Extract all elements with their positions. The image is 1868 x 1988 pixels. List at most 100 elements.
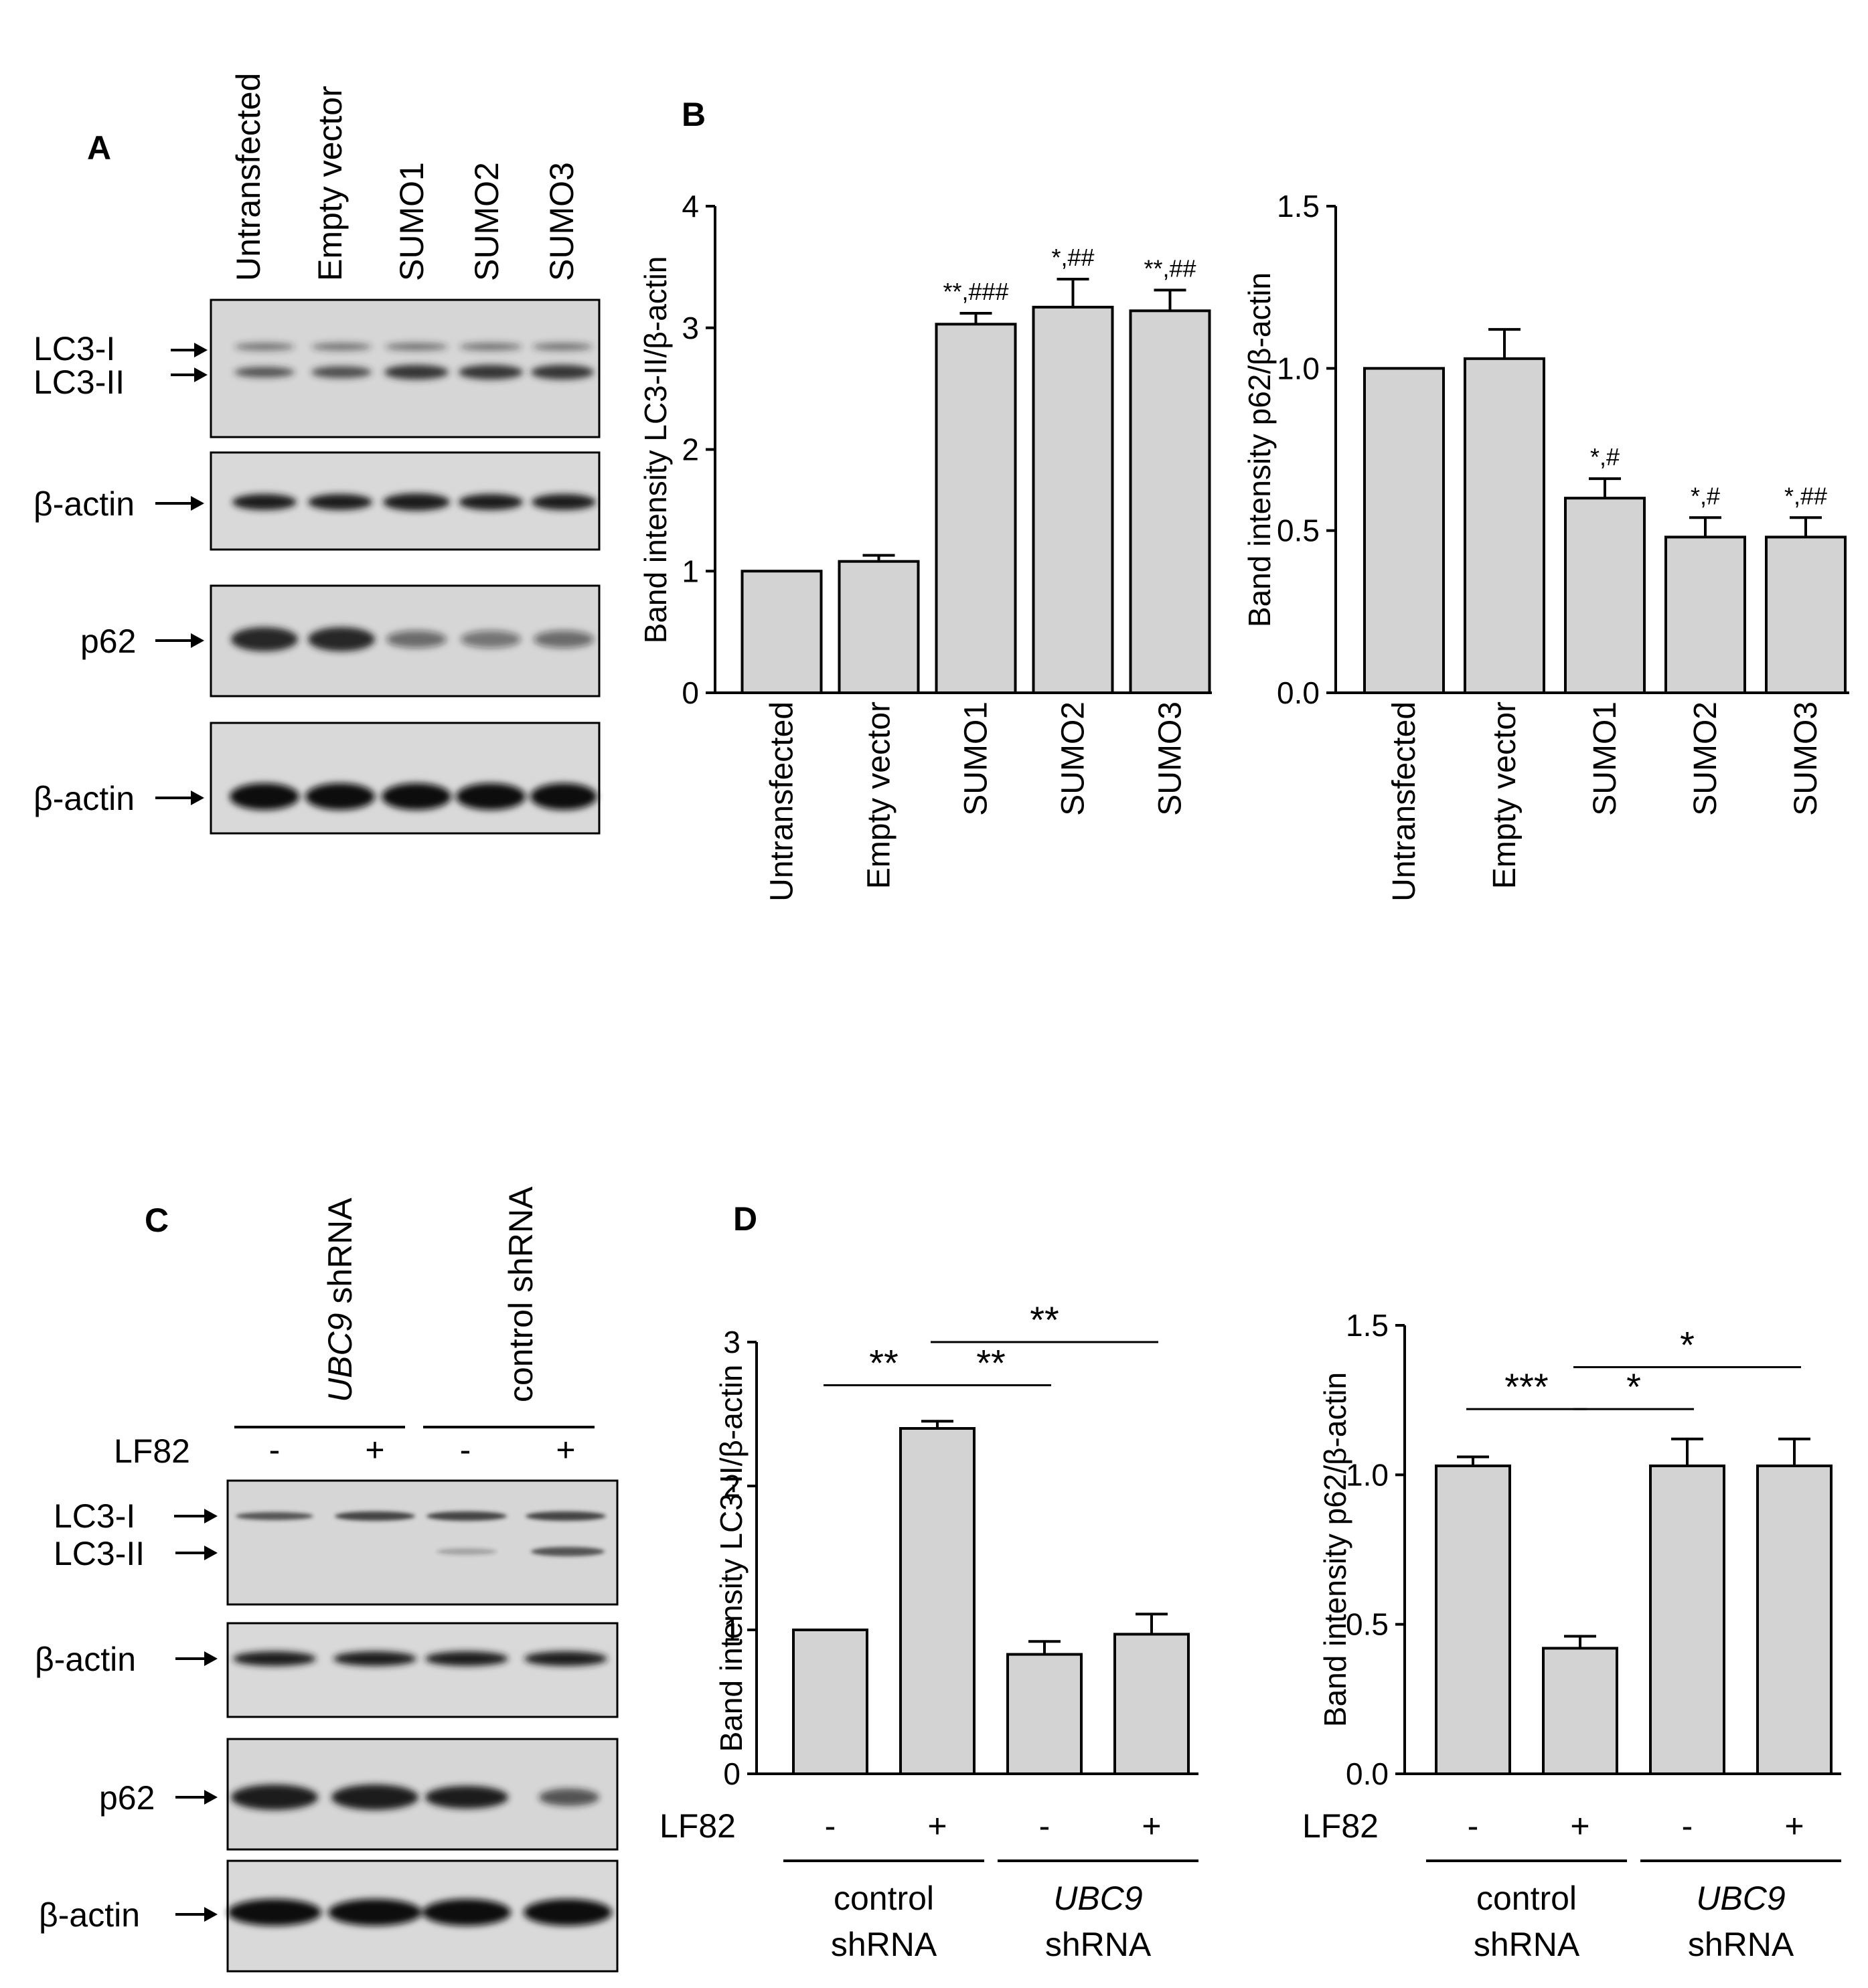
y-tick-label: 0: [682, 675, 699, 710]
bar: [899, 1427, 976, 1775]
blot-c-label-actin-1: β-actin: [35, 1641, 136, 1678]
bar: [935, 323, 1017, 694]
lf82-label: LF82: [1302, 1807, 1379, 1845]
y-axis-title: Band intensity p62/β-actin: [1242, 272, 1277, 627]
x-tick-label: Untransfected: [1387, 701, 1422, 902]
y-tick-label: 1: [682, 554, 699, 588]
y-tick-label: 0.5: [1277, 513, 1320, 548]
significance-label: *: [1626, 1365, 1641, 1408]
x-tick-label: +: [1570, 1807, 1589, 1845]
bar: [1006, 1653, 1083, 1776]
group-label-line2: shRNA: [1688, 1926, 1794, 1963]
panel-label-c: C: [145, 1202, 169, 1239]
y-tick-label: 3: [682, 311, 699, 345]
significance-label: **: [869, 1342, 899, 1384]
blot-c-strip-lc3: [226, 1479, 619, 1606]
arrow-icon: [175, 1907, 218, 1922]
x-tick-label: +: [927, 1807, 947, 1845]
bar: [1435, 1464, 1511, 1776]
y-tick-label: 1.0: [1277, 351, 1320, 386]
blot-a-lane-label: SUMO1: [393, 162, 431, 281]
y-tick-label: 0.0: [1277, 675, 1320, 710]
x-tick-label: -: [1682, 1807, 1693, 1845]
chart-d-right: 0.0 0.5 1.0 1.5 Band intensity p62/β-actin LF…: [1302, 1308, 1841, 1963]
x-tick-label: SUMO3: [1153, 701, 1188, 816]
y-axis-title: Band intensity p62/β-actin: [1318, 1372, 1352, 1727]
chart-b-right: 0.0 0.5 1.0 1.5 Band intensity p62/β-actin *,…: [1242, 189, 1849, 902]
bar: [1113, 1633, 1190, 1775]
group-label: control: [834, 1880, 934, 1917]
x-tick-label: Untransfected: [765, 701, 800, 902]
blot-c-bands-actin-1: [233, 1651, 607, 1666]
x-tick-label: Empty vector: [1487, 701, 1523, 889]
x-tick-label: SUMO1: [959, 701, 994, 816]
significance-label: *,##: [1051, 244, 1094, 271]
bar: [1032, 305, 1114, 695]
blot-a-lane-label: Untransfected: [230, 73, 267, 281]
arrow-icon: [155, 496, 204, 511]
y-tick-label: 0.5: [1346, 1607, 1389, 1642]
x-tick-label: -: [825, 1807, 836, 1845]
bar: [1564, 497, 1646, 694]
group-label-text: control: [834, 1880, 934, 1917]
arrow-icon: [175, 1790, 218, 1805]
blot-c: UBC9 shRNA control shRNA LF82 - + - + LC…: [35, 1186, 619, 1973]
blot-c-bands-actin-2: [228, 1899, 612, 1926]
blot-c-sign: -: [269, 1431, 281, 1469]
panel-label-a: A: [87, 129, 111, 167]
y-tick-label: 1.0: [1346, 1457, 1389, 1492]
group-label-italic: UBC9: [1053, 1880, 1142, 1917]
blot-a: Untransfected Empty vector SUMO1 SUMO2 S…: [33, 73, 601, 835]
bar: [1464, 357, 1545, 694]
blot-a-label-actin-1: β-actin: [33, 485, 135, 523]
panel-label-d: D: [733, 1200, 757, 1238]
y-tick-label: 0.0: [1346, 1756, 1389, 1791]
blot-c-sign: +: [365, 1431, 384, 1469]
y-tick-label: 1: [723, 1612, 741, 1647]
significance-label: **,###: [943, 278, 1008, 305]
group-label-line2: shRNA: [1474, 1926, 1580, 1963]
blot-a-bands-lc3: [234, 343, 594, 380]
blot-a-label-lc3-ii: LC3-II: [33, 363, 125, 401]
bar: [1363, 367, 1445, 694]
bar: [1756, 1464, 1833, 1776]
bar: [792, 1629, 868, 1775]
arrow-icon: [155, 791, 204, 805]
significance-label: *,#: [1691, 482, 1720, 509]
x-tick-label: -: [1039, 1807, 1050, 1845]
x-tick-label: SUMO2: [1688, 701, 1723, 816]
chart-d-left: 0 1 2 3 Band intensity LC3-II/β-actin LF82 - + -…: [659, 1299, 1198, 1963]
blot-c-label-lc3-ii: LC3-II: [54, 1535, 145, 1572]
blot-a-bands-actin-1: [232, 493, 596, 511]
blot-c-label-lc3-i: LC3-I: [54, 1497, 135, 1535]
x-tick-label: +: [1784, 1807, 1804, 1845]
lf82-label: LF82: [659, 1807, 736, 1845]
group-label-text: control: [1476, 1880, 1577, 1917]
arrow-icon: [155, 633, 204, 648]
significance-label: *,##: [1784, 482, 1827, 509]
chart-b-left: 0 1 2 3 4 Band intensity LC3-II/β-actin **,###…: [638, 189, 1212, 902]
significance-label: *,#: [1590, 443, 1620, 471]
group-label: UBC9: [1696, 1880, 1785, 1917]
y-tick-label: 4: [682, 189, 699, 224]
blot-a-lane-label: SUMO2: [468, 162, 505, 281]
blot-c-bands-lc3: [236, 1511, 606, 1556]
blot-a-label-lc3-i: LC3-I: [33, 330, 115, 367]
y-tick-label: 2: [682, 432, 699, 467]
blot-c-sign: +: [556, 1431, 575, 1469]
x-tick-label: -: [1468, 1807, 1479, 1845]
bar: [1649, 1464, 1725, 1776]
group-label: UBC9: [1053, 1880, 1142, 1917]
blot-c-bands-p62: [231, 1785, 599, 1810]
significance-label: ***: [1504, 1365, 1548, 1408]
bar: [1664, 535, 1746, 694]
group-label: control: [1476, 1880, 1577, 1917]
significance-label: **: [1030, 1299, 1059, 1341]
arrow-icon: [174, 1509, 218, 1560]
y-axis-title: Band intensity LC3-II/β-actin: [638, 256, 673, 644]
blot-c-label-p62: p62: [99, 1779, 155, 1817]
bar: [1542, 1647, 1618, 1775]
x-tick-label: Empty vector: [862, 701, 897, 889]
blot-c-sign: -: [460, 1431, 471, 1469]
arrow-icon: [171, 343, 208, 382]
